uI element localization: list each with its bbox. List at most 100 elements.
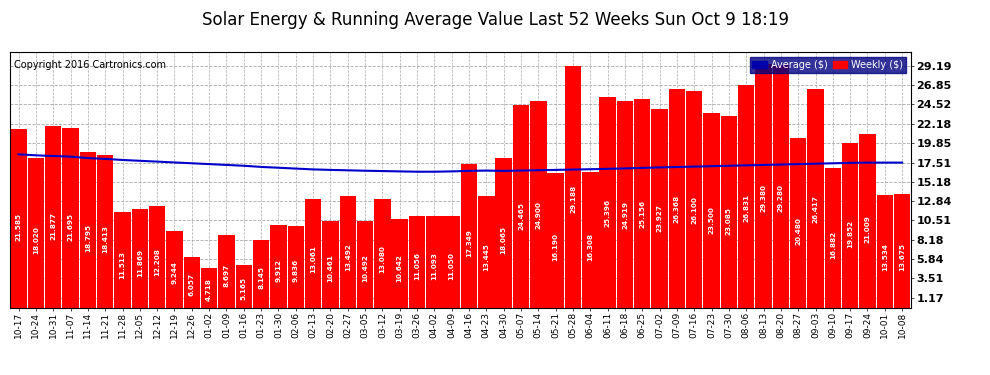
- Bar: [62, 128, 79, 308]
- Text: 29.380: 29.380: [760, 184, 766, 212]
- Text: 21.585: 21.585: [16, 213, 22, 241]
- Text: 21.695: 21.695: [67, 213, 73, 241]
- Bar: [322, 221, 339, 308]
- Bar: [426, 216, 443, 308]
- Bar: [391, 219, 408, 308]
- Text: 18.065: 18.065: [501, 226, 507, 254]
- Bar: [582, 172, 599, 308]
- Text: 5.165: 5.165: [241, 277, 247, 300]
- Text: Copyright 2016 Cartronics.com: Copyright 2016 Cartronics.com: [15, 60, 166, 70]
- Bar: [10, 129, 27, 308]
- Bar: [686, 92, 703, 308]
- Text: 8.697: 8.697: [224, 264, 230, 286]
- Text: 13.534: 13.534: [882, 243, 888, 271]
- Bar: [287, 226, 304, 308]
- Bar: [45, 126, 61, 308]
- Bar: [703, 113, 720, 308]
- Bar: [599, 97, 616, 308]
- Bar: [478, 196, 495, 308]
- Text: 26.417: 26.417: [813, 195, 819, 223]
- Text: 9.836: 9.836: [293, 259, 299, 282]
- Bar: [894, 194, 911, 308]
- Bar: [859, 134, 876, 308]
- Legend: Average ($), Weekly ($): Average ($), Weekly ($): [749, 57, 906, 73]
- Bar: [166, 231, 183, 308]
- Text: Solar Energy & Running Average Value Last 52 Weeks Sun Oct 9 18:19: Solar Energy & Running Average Value Las…: [202, 11, 788, 29]
- Bar: [564, 66, 581, 308]
- Text: 18.795: 18.795: [85, 224, 91, 252]
- Text: 18.413: 18.413: [102, 225, 108, 253]
- Bar: [772, 65, 789, 308]
- Text: 26.100: 26.100: [691, 196, 697, 224]
- Bar: [356, 220, 373, 308]
- Text: 26.368: 26.368: [674, 195, 680, 223]
- Text: 13.445: 13.445: [483, 243, 489, 272]
- Text: 16.882: 16.882: [830, 231, 836, 259]
- Bar: [547, 174, 564, 308]
- Text: 24.900: 24.900: [536, 201, 542, 229]
- Text: 10.492: 10.492: [362, 255, 368, 282]
- Text: 9.244: 9.244: [171, 262, 177, 285]
- Text: 18.020: 18.020: [33, 226, 39, 254]
- Bar: [513, 105, 530, 308]
- Bar: [148, 206, 165, 308]
- Bar: [634, 99, 650, 308]
- Text: 23.927: 23.927: [656, 204, 662, 232]
- Bar: [374, 199, 391, 308]
- Text: 11.513: 11.513: [120, 251, 126, 279]
- Bar: [721, 116, 738, 308]
- Bar: [218, 236, 235, 308]
- Bar: [444, 216, 460, 308]
- Bar: [236, 265, 252, 308]
- Bar: [842, 143, 858, 308]
- Text: 16.308: 16.308: [587, 233, 593, 261]
- Text: 11.056: 11.056: [414, 252, 420, 280]
- Bar: [132, 209, 148, 308]
- Bar: [305, 200, 322, 308]
- Text: 12.208: 12.208: [154, 248, 160, 276]
- Text: 29.188: 29.188: [570, 185, 576, 213]
- Text: 24.465: 24.465: [518, 202, 524, 230]
- Bar: [79, 152, 96, 308]
- Text: 10.461: 10.461: [328, 255, 334, 282]
- Bar: [460, 164, 477, 308]
- Bar: [270, 225, 287, 308]
- Text: 21.877: 21.877: [50, 212, 56, 240]
- Text: 20.480: 20.480: [795, 217, 801, 245]
- Bar: [790, 138, 807, 308]
- Bar: [668, 89, 685, 308]
- Text: 16.190: 16.190: [552, 233, 558, 261]
- Bar: [409, 216, 426, 308]
- Text: 13.061: 13.061: [310, 245, 316, 273]
- Text: 26.831: 26.831: [743, 194, 749, 222]
- Bar: [755, 64, 772, 308]
- Text: 17.349: 17.349: [466, 229, 472, 257]
- Text: 4.718: 4.718: [206, 279, 212, 302]
- Bar: [530, 101, 546, 308]
- Text: 24.919: 24.919: [622, 201, 628, 229]
- Text: 23.085: 23.085: [726, 207, 732, 236]
- Bar: [252, 240, 269, 308]
- Bar: [183, 257, 200, 307]
- Text: 29.280: 29.280: [778, 184, 784, 212]
- Bar: [807, 89, 824, 308]
- Bar: [651, 110, 668, 308]
- Text: 25.156: 25.156: [640, 200, 645, 228]
- Text: 9.912: 9.912: [275, 259, 281, 282]
- Bar: [617, 101, 634, 308]
- Bar: [97, 155, 114, 308]
- Bar: [876, 195, 893, 308]
- Text: 11.093: 11.093: [432, 252, 438, 280]
- Text: 19.852: 19.852: [847, 219, 853, 248]
- Bar: [495, 158, 512, 308]
- Text: 13.080: 13.080: [379, 245, 385, 273]
- Text: 13.675: 13.675: [899, 243, 905, 270]
- Bar: [340, 196, 356, 308]
- Text: 8.145: 8.145: [258, 266, 264, 289]
- Text: 11.869: 11.869: [137, 249, 143, 278]
- Bar: [114, 212, 131, 308]
- Bar: [738, 86, 754, 308]
- Bar: [28, 158, 45, 308]
- Text: 25.396: 25.396: [605, 199, 611, 227]
- Text: 6.057: 6.057: [189, 273, 195, 296]
